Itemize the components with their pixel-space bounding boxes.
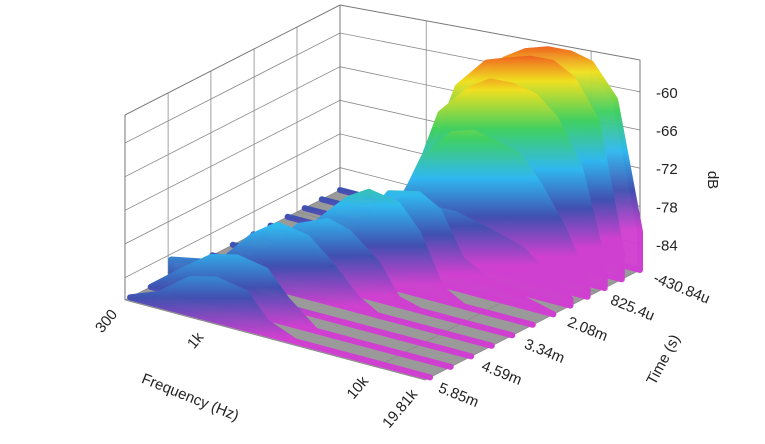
y-axis-title: Time (s) [643, 332, 684, 388]
z-tick-label: -66 [656, 123, 678, 140]
spectrum-slice [127, 276, 434, 381]
z-tick-label: -78 [656, 199, 678, 216]
x-tick-label: 10k [344, 373, 373, 403]
x-tick-label: 19.81k [379, 386, 421, 432]
y-tick-label: -430.84u [651, 270, 712, 308]
y-tick-label: 2.08m [565, 314, 610, 345]
z-tick-label: -84 [656, 238, 678, 255]
x-axis-title: Frequency (Hz) [139, 370, 241, 424]
z-tick-label: -60 [656, 85, 678, 102]
x-tick-label: 1k [184, 329, 208, 352]
y-tick-label: 3.34m [522, 336, 567, 367]
y-tick-label: 5.85m [436, 380, 481, 411]
z-axis-title: dB [704, 171, 721, 189]
y-tick-label: 825.4u [608, 292, 657, 325]
x-tick-label: 300 [92, 306, 121, 336]
z-tick-label: -72 [656, 161, 678, 178]
spectrum-slice [188, 221, 495, 349]
y-tick-label: 4.59m [479, 358, 524, 389]
